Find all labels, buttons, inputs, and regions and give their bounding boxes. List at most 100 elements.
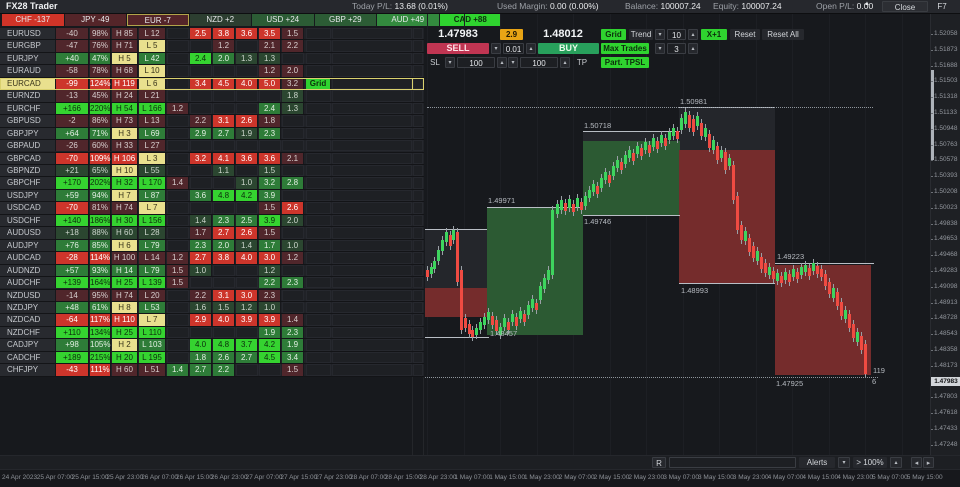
f7-shortcut-label[interactable]: F7 — [937, 2, 947, 11]
max-trades-up-icon[interactable]: ▴ — [688, 43, 698, 54]
pair-row-cadchf[interactable]: CADCHF +189 215% H 20 L 195 1.8 2.6 2.7 4.5 3.4 — [0, 351, 424, 365]
grid-mode-button[interactable]: Grid — [601, 29, 626, 40]
pair-row-gbpusd[interactable]: GBPUSD -2 86% H 73 L 13 2.2 3.1 2.6 1.8 — [0, 115, 424, 128]
alerts-button[interactable]: Alerts — [799, 457, 835, 468]
pair-percent: 105% — [90, 339, 111, 351]
pair-row-eurcad[interactable]: EURCAD -99 124% H 119 L 6 3.4 4.5 4.0 5.0 3.2 Grid — [0, 77, 424, 91]
sell-dropdown-icon[interactable]: ▾ — [491, 43, 501, 54]
collapse-panel-icon[interactable]: ▲ — [864, 1, 870, 7]
strength-button-usd[interactable]: USD +24 — [252, 14, 314, 26]
pair-name: AUDCHF — [0, 277, 56, 289]
pair-row-eurgbp[interactable]: EURGBP -47 76% H 71 L 5 1.2 2.1 2.2 — [0, 40, 424, 53]
pair-row-gbpcad[interactable]: GBPCAD -70 109% H 106 L 3 3.2 4.1 3.6 3.6 2.1 — [0, 152, 424, 165]
volume-field[interactable]: 0.01 — [503, 43, 524, 54]
sl-value-field[interactable]: 100 — [457, 57, 495, 68]
axis-scrollbar[interactable] — [931, 70, 934, 160]
pair-row-usdcad[interactable]: USDCAD -70 81% H 74 L 7 1.5 2.6 — [0, 202, 424, 215]
pair-row-gbpchf[interactable]: GBPCHF +170 202% H 32 L 170 1.4 1.0 3.2 2.8 — [0, 177, 424, 190]
pair-cell-empty — [282, 127, 304, 140]
strength-button-cad[interactable]: CAD +88 — [439, 14, 501, 26]
pair-row-eurusd[interactable]: EURUSD -40 98% H 85 L 12 2.5 3.8 3.6 3.5 1.5 — [0, 28, 424, 41]
pair-percent: 78% — [90, 65, 111, 77]
pair-row-euraud[interactable]: EURAUD -58 78% H 68 L 10 1.2 2.0 — [0, 65, 424, 78]
sl-dropdown-icon[interactable]: ▾ — [445, 57, 455, 68]
reset-all-button[interactable]: Reset All — [762, 29, 804, 40]
tp-value-field[interactable]: 100 — [520, 57, 558, 68]
max-trades-field[interactable]: 3 — [667, 43, 686, 54]
pair-value: -14 — [56, 289, 89, 301]
candle — [430, 267, 433, 274]
trend-button[interactable]: Trend — [629, 29, 653, 40]
trend-value-up-icon[interactable]: ▴ — [688, 29, 698, 40]
price-axis[interactable]: 1.52058 1.51873 1.51688 1.51503 1.51318 1.511… — [930, 14, 960, 487]
current-price-tag: 1.47983 — [931, 376, 960, 386]
pair-row-eurnzd[interactable]: EURNZD -13 45% H 24 L 21 1.8 — [0, 90, 424, 103]
sell-button[interactable]: SELL — [427, 43, 489, 54]
reset-button[interactable]: Reset — [730, 29, 760, 40]
tp-up-icon[interactable]: ▴ — [560, 57, 570, 68]
pair-row-nzdchf[interactable]: NZDCHF +110 134% H 25 L 110 1.9 2.3 — [0, 326, 424, 340]
pair-row-audusd[interactable]: AUDUSD +18 88% H 60 L 28 1.7 2.7 2.6 1.5 — [0, 227, 424, 240]
time-axis[interactable]: 24 Apr 2023 25 Apr 07:00 25 Apr 15:00 25 Ap… — [0, 469, 960, 487]
alerts-dropdown-icon[interactable]: ▾ — [838, 457, 850, 468]
pair-row-nzdusd[interactable]: NZDUSD -14 95% H 74 L 20 2.2 3.1 3.0 2.3 — [0, 289, 424, 302]
candle — [828, 282, 831, 294]
tp-down-icon[interactable]: ▾ — [508, 57, 518, 68]
trend-dropdown-icon[interactable]: ▾ — [655, 29, 665, 40]
pair-percent: 220% — [90, 102, 111, 115]
r-button[interactable]: R — [652, 457, 666, 468]
candle — [720, 150, 723, 158]
pair-cell-empty — [167, 77, 189, 90]
pair-row-eurchf[interactable]: EURCHF +166 220% H 54 L 166 1.2 2.4 1.3 — [0, 102, 424, 116]
strength-button-eur[interactable]: EUR -7 — [127, 14, 189, 26]
pair-cell: 1.8 — [259, 115, 281, 127]
price-axis-tick: 1.50578 — [931, 156, 958, 164]
pair-name: EURGBP — [0, 40, 56, 52]
strength-button-jpy[interactable]: JPY -49 — [64, 14, 126, 26]
pair-row-audcad[interactable]: AUDCAD -28 114% H 100 L 14 1.2 2.7 3.8 4.0 3.0 1.2 — [0, 252, 424, 265]
candle — [696, 116, 699, 126]
chart-footer-field[interactable] — [669, 457, 796, 468]
strength-button-chf[interactable]: CHF -137 — [2, 14, 64, 26]
trend-value-field[interactable]: 10 — [667, 29, 686, 40]
pair-cell: 2.0 — [213, 239, 235, 252]
candle — [748, 238, 751, 252]
pair-row-nzdcad[interactable]: NZDCAD -64 117% H 110 L 7 2.9 4.0 3.9 3.9 1.4 — [0, 314, 424, 327]
close-button[interactable]: Close — [882, 1, 928, 12]
scroll-right-icon[interactable]: ▸ — [923, 457, 934, 468]
chart-gridline — [828, 14, 830, 455]
pair-name: NZDCHF — [0, 326, 56, 339]
pair-row-audchf[interactable]: AUDCHF +139 164% H 25 L 139 1.5 2.2 2.3 — [0, 277, 424, 290]
zoom-level[interactable]: > 100% — [853, 457, 887, 468]
max-trades-dropdown-icon[interactable]: ▾ — [655, 43, 665, 54]
strength-button-aud[interactable]: AUD +49 — [377, 14, 439, 26]
pair-cell: 1.4 — [236, 239, 258, 252]
volume-up-icon[interactable]: ▴ — [526, 43, 536, 54]
pair-high: H 60 — [112, 364, 138, 376]
pair-cell: 2.7 — [190, 364, 212, 376]
pair-row-chfjpy[interactable]: CHFJPY -43 111% H 60 L 51 1.4 2.7 2.2 1.5 — [0, 364, 424, 377]
pair-row-usdchf[interactable]: USDCHF +140 186% H 30 L 156 1.4 2.3 2.5 3.9 2.0 — [0, 214, 424, 228]
zoom-up-icon[interactable]: ▴ — [890, 457, 902, 468]
x-plus-one-button[interactable]: X+1 — [701, 29, 727, 40]
pair-row-gbpaud[interactable]: GBPAUD -26 60% H 33 L 27 — [0, 140, 424, 153]
sl-up-icon[interactable]: ▴ — [497, 57, 507, 68]
strength-button-nzd[interactable]: NZD +2 — [189, 14, 251, 26]
strength-button-gbp[interactable]: GBP +29 — [314, 14, 376, 26]
buy-button[interactable]: BUY — [538, 43, 599, 54]
pair-row-gbpnzd[interactable]: GBPNZD +21 65% H 10 L 55 1.1 1.5 — [0, 164, 424, 178]
time-axis-label: 25 Apr 07:00 — [36, 474, 74, 481]
part-tpsl-button[interactable]: Part. TPSL — [601, 57, 649, 68]
pair-cell-wide — [332, 189, 412, 202]
max-trades-button[interactable]: Max Trades — [601, 43, 649, 54]
pair-row-audnzd[interactable]: AUDNZD +57 93% H 14 L 79 1.5 1.0 1.2 — [0, 264, 424, 278]
grid-button-eurcad[interactable]: Grid — [306, 77, 331, 90]
scroll-left-icon[interactable]: ◂ — [911, 457, 922, 468]
